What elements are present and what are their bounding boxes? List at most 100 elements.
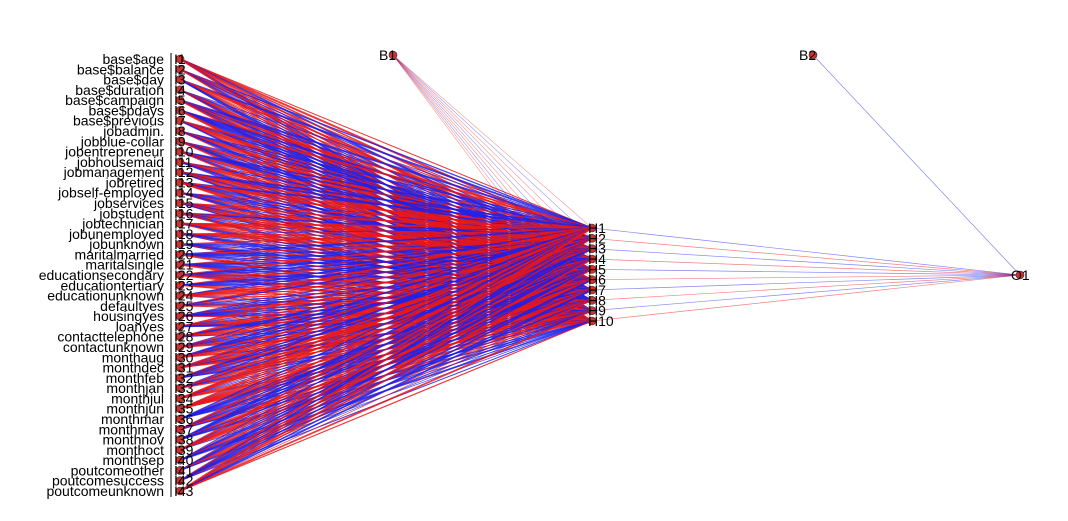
input-hidden-edge xyxy=(179,227,593,430)
input-node-label: I32 xyxy=(174,370,194,386)
hidden-output-edge xyxy=(591,258,1021,276)
input-node-label: I8 xyxy=(174,123,186,139)
input-hidden-edge xyxy=(179,227,593,471)
input-node xyxy=(175,311,185,321)
input-node xyxy=(175,54,185,64)
input-hidden-edge xyxy=(179,248,593,492)
hidden-node-label: H6 xyxy=(588,272,606,288)
input-hidden-edge xyxy=(179,227,593,245)
bias1-hidden-connections xyxy=(392,54,593,322)
input-hidden-edge xyxy=(179,119,593,229)
input-hidden-edge xyxy=(179,227,593,410)
input-node-label: I30 xyxy=(174,349,194,365)
input-hidden-edge xyxy=(179,192,593,229)
hidden-node-label: H7 xyxy=(588,282,606,298)
input-variable-label: jobadmin. xyxy=(102,123,164,139)
input-node-label: I7 xyxy=(174,113,186,129)
input-variable-label: monthjul xyxy=(111,390,164,406)
input-hidden-edge xyxy=(179,237,593,492)
input-node xyxy=(175,208,185,218)
bias1-hidden-edge xyxy=(392,54,593,270)
input-hidden-edge xyxy=(179,320,593,492)
input-variable-label: monthjun xyxy=(106,401,164,417)
input-variable-label: base$campaign xyxy=(65,92,164,108)
input-hidden-edge xyxy=(179,202,593,229)
input-node-label: I16 xyxy=(174,205,194,221)
bias-node xyxy=(808,50,818,60)
hidden-output-edge xyxy=(591,227,1021,276)
input-node xyxy=(175,157,185,167)
input-node-label: I3 xyxy=(174,72,186,88)
input-hidden-edge xyxy=(179,161,593,229)
input-hidden-edge xyxy=(179,140,593,229)
hidden-output-edge xyxy=(591,274,1021,301)
bias2-output-edge xyxy=(812,54,1021,276)
input-hidden-edge xyxy=(179,227,593,266)
input-variable-label: monthmar xyxy=(101,411,164,427)
input-hidden-edge xyxy=(179,268,593,492)
input-hidden-edge xyxy=(179,227,593,389)
input-node-label: I43 xyxy=(174,483,194,499)
hidden-output-edge xyxy=(591,237,1021,276)
input-node xyxy=(175,136,185,146)
hidden-output-edge xyxy=(591,248,1021,276)
input-variable-label: jobblue-collar xyxy=(80,133,165,149)
bias1-hidden-edge xyxy=(392,54,593,239)
input-hidden-edge xyxy=(179,150,593,229)
input-node xyxy=(175,394,185,403)
input-variable-label: monthmay xyxy=(99,421,164,437)
input-variable-label: poutcomeunknown xyxy=(46,483,164,499)
input-node-label: I17 xyxy=(174,216,194,232)
input-node xyxy=(175,239,185,249)
input-hidden-edge xyxy=(179,227,593,297)
input-node xyxy=(175,414,185,424)
input-hidden-edge xyxy=(179,222,593,229)
input-variable-label: monthjan xyxy=(106,380,164,396)
input-node xyxy=(175,280,185,290)
input-variable-label: base$previous xyxy=(73,113,164,129)
input-node-label: I41 xyxy=(174,462,194,478)
input-node-label: I33 xyxy=(174,380,194,396)
input-node-label: I10 xyxy=(174,144,194,160)
input-variable-label: jobunknown xyxy=(88,236,164,252)
input-variable-label: base$duration xyxy=(75,82,164,98)
input-node xyxy=(175,198,185,208)
hidden-output-edge xyxy=(591,274,1021,312)
network-labels: base$age I1 base$balance I2 base$day I3 base$d… xyxy=(39,47,1030,499)
hidden-node-label: H9 xyxy=(588,303,606,319)
input-node xyxy=(175,106,185,115)
bias1-hidden-edge xyxy=(392,54,593,260)
input-node xyxy=(175,188,185,198)
input-node-label: I14 xyxy=(174,185,194,201)
bias1-hidden-edge xyxy=(392,54,593,291)
hidden-node xyxy=(587,244,597,253)
input-node-label: I23 xyxy=(174,277,194,293)
input-node xyxy=(175,250,185,259)
input-node xyxy=(175,219,185,228)
hidden-output-edge xyxy=(591,274,1021,322)
input-variable-label: poutcomeother xyxy=(71,462,165,478)
input-node-label: I28 xyxy=(174,329,194,345)
input-node xyxy=(175,116,185,126)
hidden-node xyxy=(587,234,597,243)
input-node-label: I15 xyxy=(174,195,194,211)
input-variable-label: jobself-employed xyxy=(57,185,164,201)
input-hidden-edge xyxy=(179,109,593,229)
input-variable-label: monthdec xyxy=(103,360,164,376)
input-node xyxy=(175,85,185,95)
hidden-node xyxy=(587,306,597,315)
input-variable-label: housingyes xyxy=(93,308,164,324)
input-node-label: I21 xyxy=(174,257,194,273)
input-node xyxy=(175,486,185,496)
input-variable-label: monthsep xyxy=(103,452,165,468)
input-hidden-edge xyxy=(179,227,593,348)
hidden-node xyxy=(587,275,597,284)
input-hidden-edge xyxy=(179,99,593,229)
hidden-node xyxy=(587,223,597,233)
input-node xyxy=(175,229,185,239)
input-node xyxy=(175,342,185,352)
input-node xyxy=(175,291,185,300)
input-variable-label: educationsecondary xyxy=(39,267,164,283)
input-variable-label: educationtertiary xyxy=(60,277,164,293)
input-node-label: I6 xyxy=(174,102,186,118)
